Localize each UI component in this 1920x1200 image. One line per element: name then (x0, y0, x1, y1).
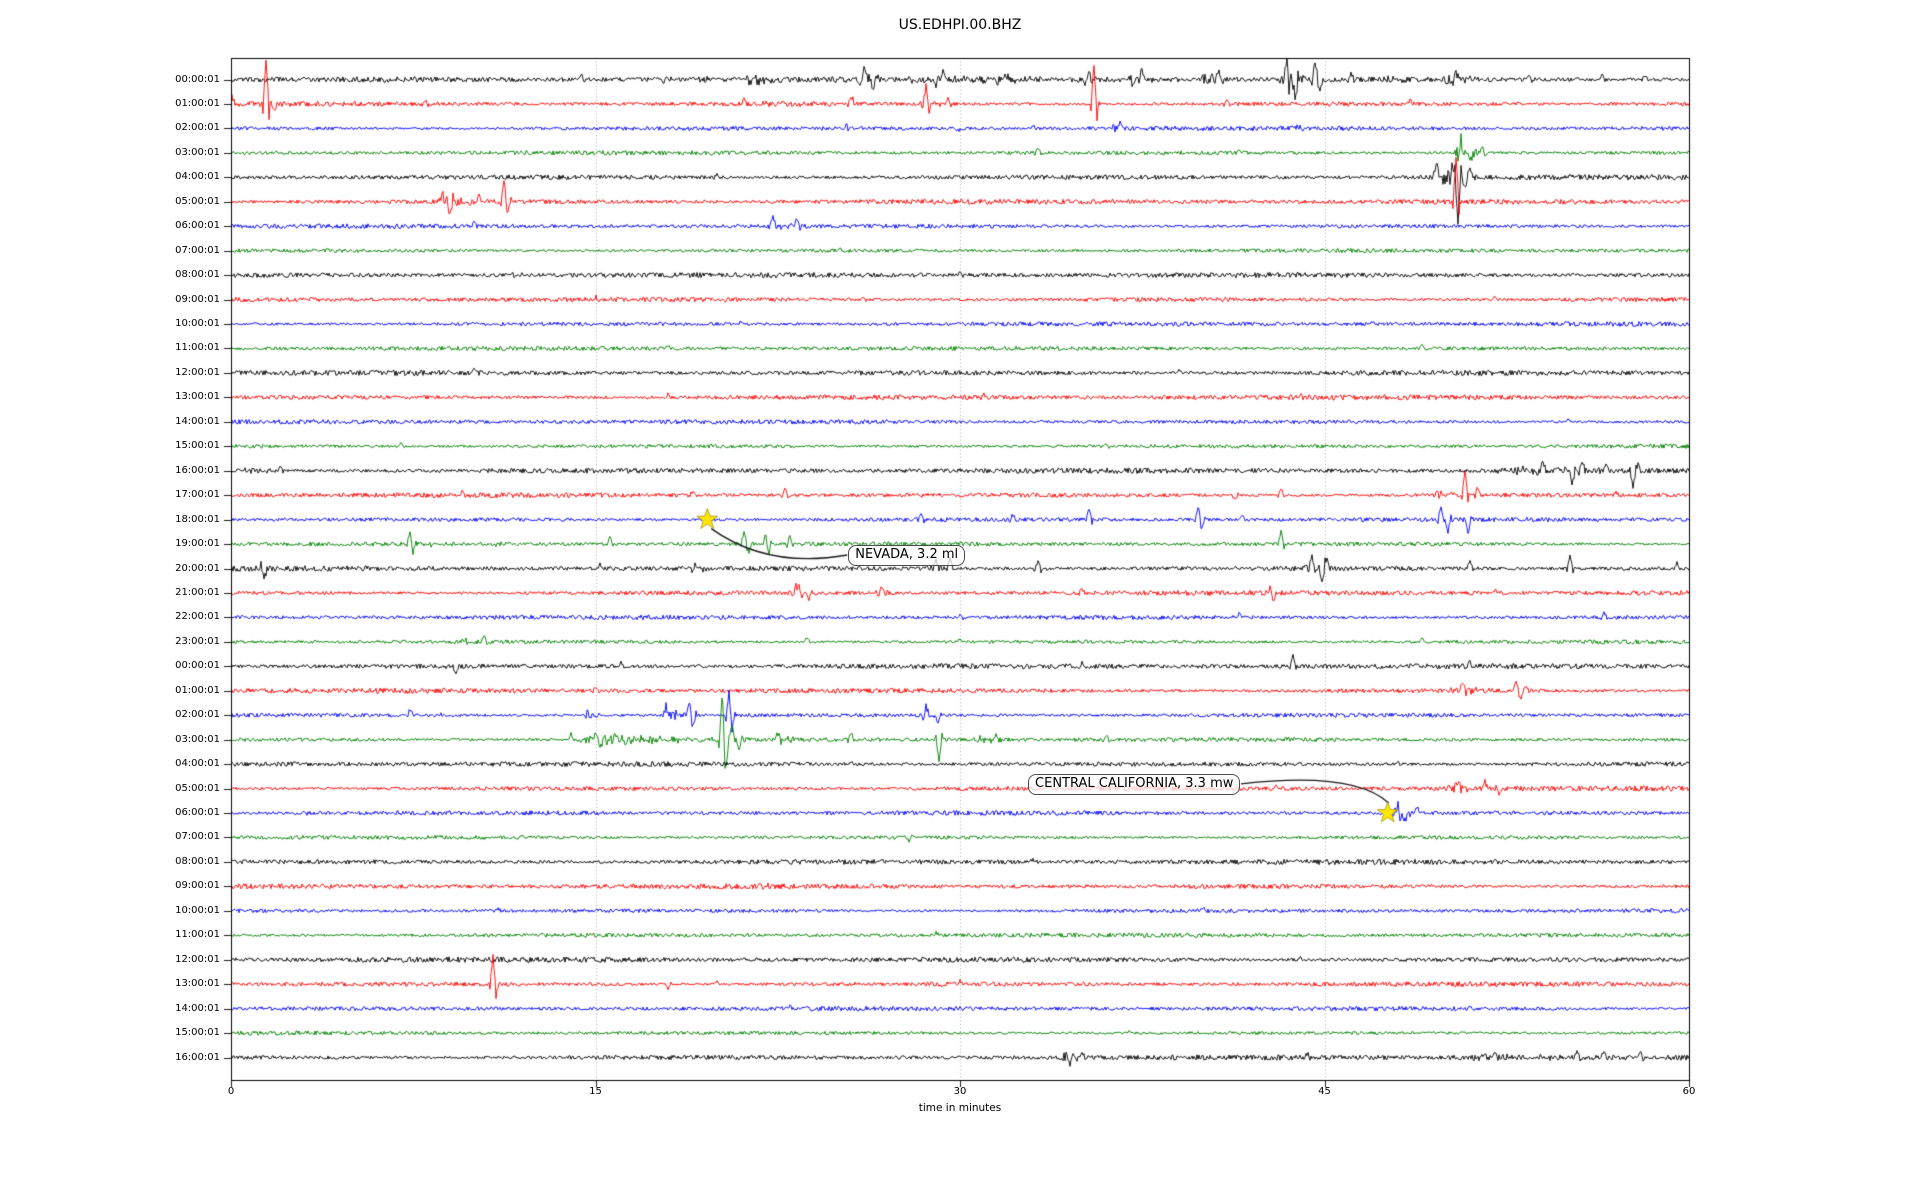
trace-row-label: 12:00:01 (175, 366, 220, 378)
trace-row-label: 11:00:01 (175, 342, 220, 354)
trace-row-label: 15:00:01 (175, 440, 220, 452)
event-central-california-label: CENTRAL CALIFORNIA, 3.3 mw (1028, 774, 1241, 796)
trace-row-label: 18:00:01 (175, 513, 220, 525)
trace-row-label: 03:00:01 (175, 146, 220, 158)
event-nevada-star-marker (694, 507, 720, 533)
trace-row-label: 02:00:01 (175, 709, 220, 721)
trace-row-label: 09:00:01 (175, 880, 220, 892)
trace-row-label: 05:00:01 (175, 782, 220, 794)
x-tick-label: 60 (1682, 1086, 1696, 1097)
trace-row-label: 02:00:01 (175, 122, 220, 134)
trace-row-label: 03:00:01 (175, 733, 220, 745)
trace-row-label: 16:00:01 (175, 1051, 220, 1063)
trace-row-label: 22:00:01 (175, 611, 220, 623)
trace-row-label: 04:00:01 (175, 758, 220, 770)
trace-row-label: 08:00:01 (175, 855, 220, 867)
trace-row-label: 21:00:01 (175, 586, 220, 598)
trace-row-label: 17:00:01 (175, 489, 220, 501)
trace-row-label: 10:00:01 (175, 904, 220, 916)
trace-row-label: 13:00:01 (175, 391, 220, 403)
trace-row-label: 07:00:01 (175, 831, 220, 843)
trace-row-label: 14:00:01 (175, 1002, 220, 1014)
trace-row-label: 23:00:01 (175, 635, 220, 647)
trace-row-label: 09:00:01 (175, 293, 220, 305)
trace-row-label: 05:00:01 (175, 195, 220, 207)
x-tick-label: 0 (227, 1086, 235, 1097)
x-axis-title: time in minutes (918, 1102, 1002, 1114)
x-tick-label: 30 (953, 1086, 967, 1097)
x-tick-label: 45 (1318, 1086, 1331, 1097)
trace-row-label: 19:00:01 (175, 538, 220, 550)
trace-row-label: 12:00:01 (175, 953, 220, 965)
x-tick-label: 15 (589, 1086, 602, 1097)
trace-row-label: 07:00:01 (175, 244, 220, 256)
trace-row-label: 14:00:01 (175, 415, 220, 427)
trace-row-label: 06:00:01 (175, 220, 220, 232)
trace-row-label: 11:00:01 (175, 929, 220, 941)
event-nevada-label: NEVADA, 3.2 ml (848, 544, 966, 566)
trace-row-label: 01:00:01 (175, 97, 220, 109)
trace-row-label: 00:00:01 (175, 660, 220, 672)
plot-title: US.EDHPI.00.BHZ (898, 17, 1022, 33)
trace-row-label: 08:00:01 (175, 269, 220, 281)
trace-row-label: 06:00:01 (175, 807, 220, 818)
trace-row-label: 04:00:01 (175, 171, 220, 183)
trace-row-label: 13:00:01 (175, 978, 220, 990)
event-central-california-star-marker (1375, 800, 1401, 826)
trace-row-label: 10:00:01 (175, 318, 220, 329)
trace-row-label: 00:00:01 (175, 73, 220, 85)
trace-row-label: 16:00:01 (175, 464, 220, 476)
trace-row-label: 15:00:01 (175, 1027, 220, 1039)
trace-row-label: 01:00:01 (175, 684, 220, 696)
trace-row-label: 20:00:01 (175, 562, 220, 574)
